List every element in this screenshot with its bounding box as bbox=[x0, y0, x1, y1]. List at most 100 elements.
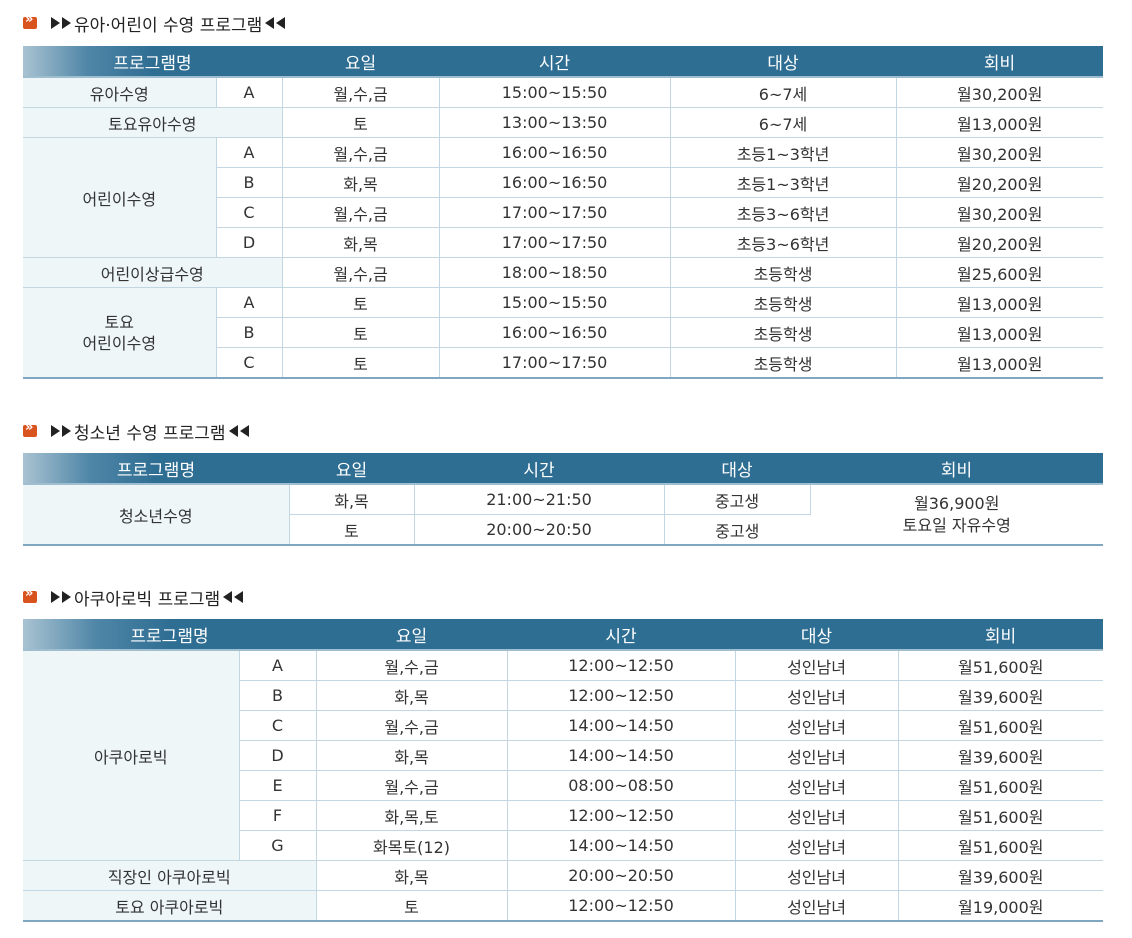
target-cell: 성인남녀 bbox=[735, 830, 899, 861]
target-cell: 성인남녀 bbox=[735, 650, 899, 681]
table-row: D 화,목 14:00~14:50 성인남녀 월39,600원 bbox=[23, 740, 1104, 771]
header-time: 시간 bbox=[507, 619, 736, 651]
days-cell: 화,목 bbox=[316, 680, 508, 711]
header-program: 프로그램명 bbox=[23, 619, 317, 651]
class-label: D bbox=[239, 740, 317, 771]
days-cell: 월,수,금 bbox=[316, 710, 508, 741]
table-header-row: 프로그램명 요일 시간 대상 회비 bbox=[23, 453, 1103, 485]
days-cell: 월,수,금 bbox=[316, 770, 508, 801]
class-label: F bbox=[239, 800, 317, 831]
time-cell: 17:00~17:50 bbox=[439, 227, 671, 258]
time-cell: 16:00~16:50 bbox=[439, 167, 671, 198]
days-cell: 화,목 bbox=[282, 167, 440, 198]
header-days: 요일 bbox=[289, 453, 414, 485]
fee-line1: 월36,900원 bbox=[914, 493, 1000, 513]
target-cell: 성인남녀 bbox=[735, 800, 899, 831]
target-cell: 중고생 bbox=[664, 514, 810, 546]
fee-cell: 월51,600원 bbox=[898, 710, 1104, 741]
fee-cell: 월39,600원 bbox=[898, 740, 1104, 771]
days-cell: 토 bbox=[282, 317, 440, 348]
program-name: 유아수영 bbox=[23, 77, 217, 108]
header-days: 요일 bbox=[282, 46, 440, 78]
table-row: B 화,목 12:00~12:50 성인남녀 월39,600원 bbox=[23, 680, 1104, 711]
fee-cell: 월20,200원 bbox=[896, 227, 1104, 258]
time-cell: 15:00~15:50 bbox=[439, 77, 671, 108]
header-fee: 회비 bbox=[810, 453, 1103, 485]
table-header-row: 프로그램명 요일 시간 대상 회비 bbox=[23, 46, 1104, 78]
target-cell: 성인남녀 bbox=[735, 770, 899, 801]
table-row: B 화,목 16:00~16:50 초등1~3학년 월20,200원 bbox=[23, 167, 1104, 198]
table-row: 토요 어린이수영 A 토 15:00~15:50 초등학생 월13,000원 bbox=[23, 287, 1104, 379]
section-aquarobic: 아쿠아로빅 프로그램 프로그램명 요일 시간 대상 회비 아쿠아로빅 A 월,수… bbox=[23, 586, 1104, 922]
class-label: G bbox=[239, 830, 317, 861]
fee-cell: 월25,600원 bbox=[896, 257, 1104, 288]
header-time: 시간 bbox=[439, 46, 671, 78]
section-youth-swim: 청소년 수영 프로그램 프로그램명 요일 시간 대상 회비 청소년수영 화,목 … bbox=[23, 420, 1103, 546]
double-arrow-icon bbox=[23, 12, 37, 29]
program-name-line1: 토요 bbox=[104, 312, 134, 332]
target-cell: 초등1~3학년 bbox=[670, 137, 897, 168]
table-row: C 토 17:00~17:50 초등학생 월13,000원 bbox=[23, 347, 1104, 379]
section-title-text: 유아·어린이 수영 프로그램 bbox=[74, 15, 263, 36]
fee-cell: 월51,600원 bbox=[898, 650, 1104, 681]
target-cell: 성인남녀 bbox=[735, 680, 899, 711]
target-cell: 초등학생 bbox=[670, 347, 897, 379]
days-cell: 월,수,금 bbox=[282, 197, 440, 228]
time-cell: 13:00~13:50 bbox=[439, 107, 671, 138]
target-cell: 초등3~6학년 bbox=[670, 197, 897, 228]
program-name: 토요유아수영 bbox=[23, 107, 283, 138]
time-cell: 14:00~14:50 bbox=[507, 740, 736, 771]
section-title-text: 아쿠아로빅 프로그램 bbox=[74, 589, 221, 610]
target-cell: 6~7세 bbox=[670, 77, 897, 108]
header-fee: 회비 bbox=[896, 46, 1104, 78]
program-name-line2: 어린이수영 bbox=[82, 333, 157, 353]
target-cell: 초등1~3학년 bbox=[670, 167, 897, 198]
time-cell: 21:00~21:50 bbox=[414, 484, 665, 515]
target-cell: 초등3~6학년 bbox=[670, 227, 897, 258]
fee-cell: 월19,000원 bbox=[898, 890, 1104, 922]
class-label: B bbox=[216, 167, 283, 198]
fee-cell: 월13,000원 bbox=[896, 347, 1104, 379]
triangle-right-icon bbox=[62, 425, 71, 437]
class-label: C bbox=[239, 710, 317, 741]
target-cell: 초등학생 bbox=[670, 257, 897, 288]
class-label: A bbox=[239, 650, 317, 681]
class-label: E bbox=[239, 770, 317, 801]
days-cell: 화,목 bbox=[316, 740, 508, 771]
days-cell: 화,목,토 bbox=[316, 800, 508, 831]
class-label: C bbox=[216, 197, 283, 228]
table-row: B 토 16:00~16:50 초등학생 월13,000원 bbox=[23, 317, 1104, 348]
triangle-left-icon bbox=[228, 425, 238, 437]
triangle-right-icon bbox=[62, 17, 71, 29]
time-cell: 16:00~16:50 bbox=[439, 317, 671, 348]
time-cell: 16:00~16:50 bbox=[439, 137, 671, 168]
target-cell: 성인남녀 bbox=[735, 860, 899, 891]
fee-cell: 월51,600원 bbox=[898, 800, 1104, 831]
aquarobic-program-table: 프로그램명 요일 시간 대상 회비 아쿠아로빅 A 월,수,금 12:00~12… bbox=[23, 619, 1104, 922]
kids-program-table: 프로그램명 요일 시간 대상 회비 유아수영 A 월,수,금 15:00~15:… bbox=[23, 46, 1104, 379]
days-cell: 월,수,금 bbox=[282, 257, 440, 288]
triangle-left-icon bbox=[223, 591, 233, 603]
table-row: E 월,수,금 08:00~08:50 성인남녀 월51,600원 bbox=[23, 770, 1104, 801]
class-label: D bbox=[216, 227, 283, 258]
section-title-text: 청소년 수영 프로그램 bbox=[74, 423, 226, 444]
days-cell: 토 bbox=[282, 287, 440, 318]
table-row: 토요 아쿠아로빅 토 12:00~12:50 성인남녀 월19,000원 bbox=[23, 890, 1104, 922]
section-title: 청소년 수영 프로그램 bbox=[23, 420, 1103, 444]
time-cell: 17:00~17:50 bbox=[439, 347, 671, 379]
fee-cell: 월13,000원 bbox=[896, 107, 1104, 138]
triangle-left-icon bbox=[234, 591, 244, 603]
class-label: B bbox=[216, 317, 283, 348]
table-row: 토 20:00~20:50 중고생 bbox=[23, 514, 1103, 546]
fee-cell: 월30,200원 bbox=[896, 77, 1104, 108]
header-days: 요일 bbox=[316, 619, 508, 651]
table-row: 청소년수영 화,목 21:00~21:50 중고생 월36,900원 토요일 자… bbox=[23, 484, 1103, 546]
table-row: 직장인 아쿠아로빅 화,목 20:00~20:50 성인남녀 월39,600원 bbox=[23, 860, 1104, 891]
program-name: 아쿠아로빅 bbox=[23, 650, 240, 861]
days-cell: 토 bbox=[282, 107, 440, 138]
header-target: 대상 bbox=[735, 619, 899, 651]
program-name: 토요 아쿠아로빅 bbox=[23, 890, 317, 922]
header-time: 시간 bbox=[414, 453, 664, 485]
days-cell: 화,목 bbox=[282, 227, 440, 258]
double-arrow-icon bbox=[23, 586, 37, 603]
